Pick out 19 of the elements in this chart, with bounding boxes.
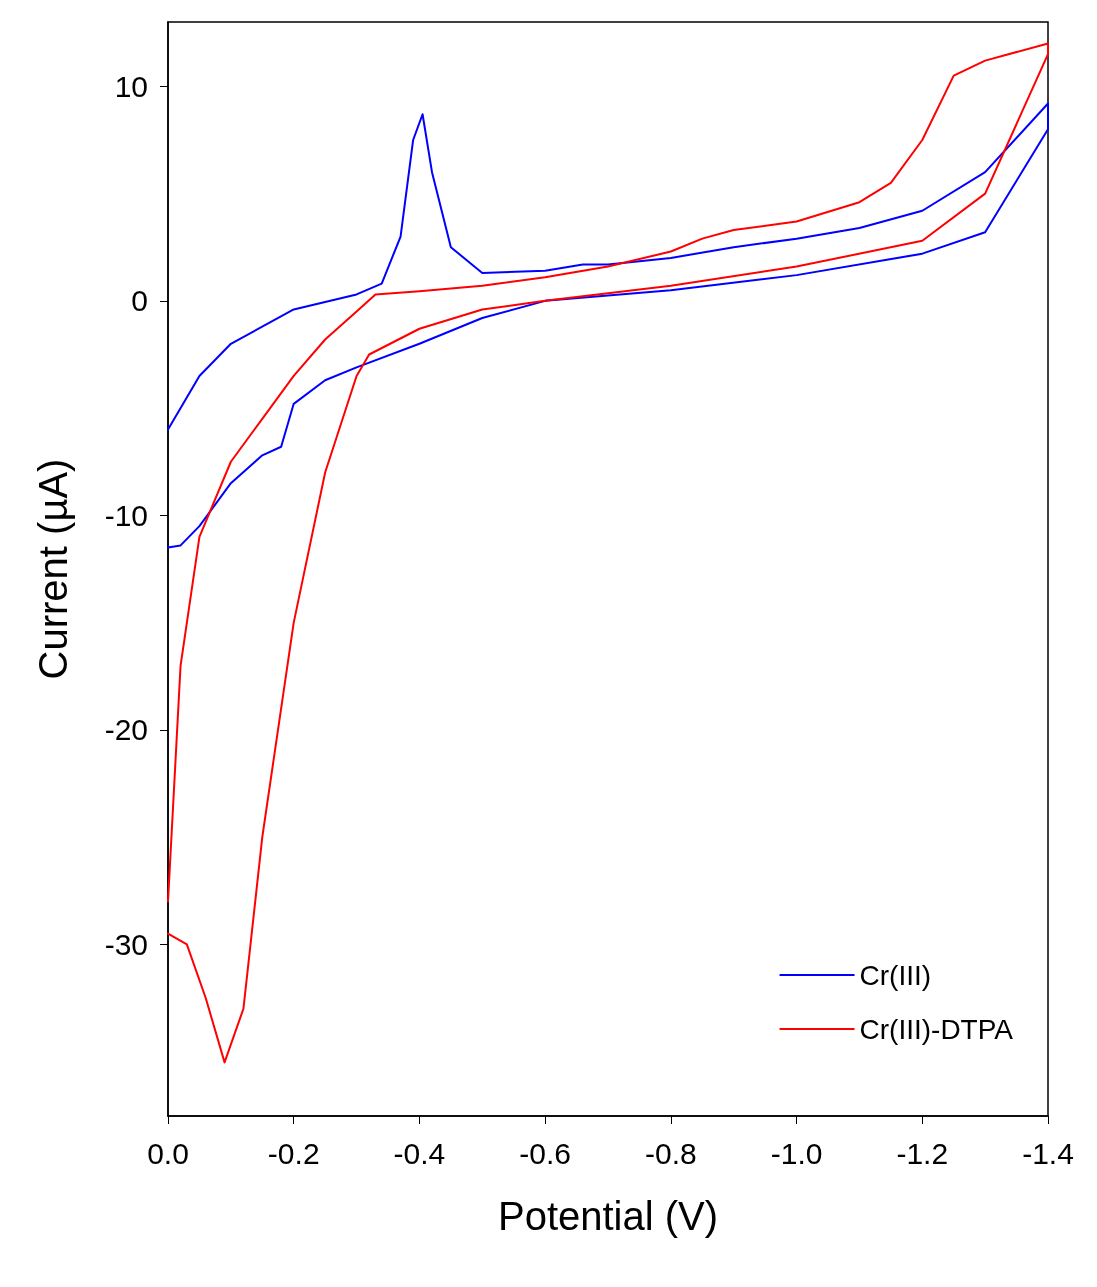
y-tick-label: -30 xyxy=(104,927,148,961)
x-tick-label: -1.2 xyxy=(896,1136,949,1170)
legend-label: Cr(III) xyxy=(859,959,932,991)
y-axis-title: Current (µA) xyxy=(31,458,75,680)
line-series xyxy=(167,102,1049,549)
line-series xyxy=(167,42,1049,1064)
x-tick-label: -0.8 xyxy=(645,1136,697,1170)
y-tick-label: -10 xyxy=(104,498,148,532)
y-tick-label: -20 xyxy=(104,713,148,747)
x-axis-title: Potential (V) xyxy=(497,1194,719,1238)
legend-label: Cr(III)-DTPA xyxy=(859,1013,1014,1045)
x-tick-label: -1.0 xyxy=(770,1136,823,1170)
y-tick-label: 0 xyxy=(131,284,148,318)
x-tick-label: -0.6 xyxy=(519,1136,571,1170)
y-tick-label: 10 xyxy=(114,69,148,103)
x-tick-label: 0.0 xyxy=(147,1136,189,1170)
x-tick-label: -0.4 xyxy=(393,1136,446,1170)
x-tick-label: -0.2 xyxy=(267,1136,320,1170)
x-tick-label: -1.4 xyxy=(1022,1136,1074,1170)
